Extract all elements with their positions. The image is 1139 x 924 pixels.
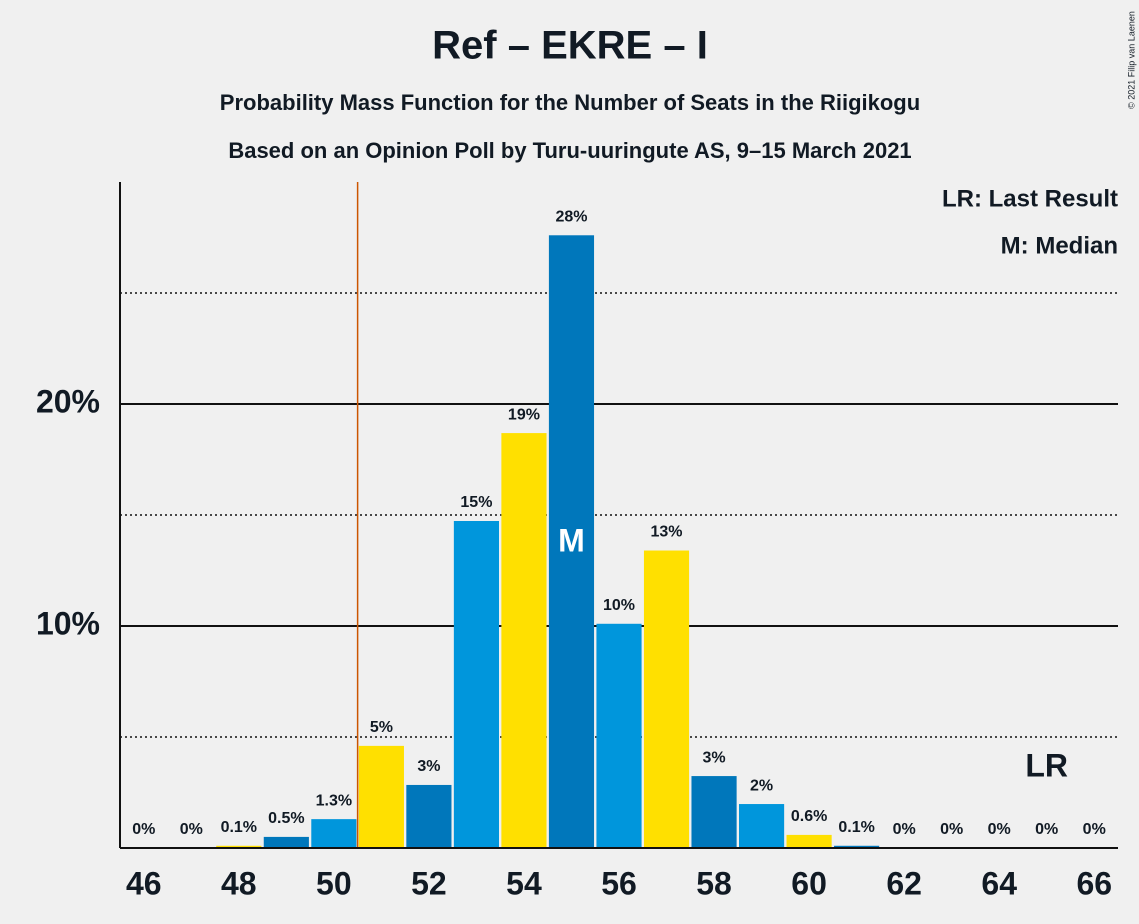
x-tick-label: 58 <box>696 865 732 901</box>
bar <box>738 804 785 848</box>
bar <box>786 834 832 848</box>
value-label: 1.3% <box>316 792 352 809</box>
value-label: 0.1% <box>221 819 257 836</box>
x-tick-label: 56 <box>601 865 637 901</box>
value-label: 28% <box>555 208 587 225</box>
legend-entry: LR: Last Result <box>942 185 1118 212</box>
value-label: 3% <box>702 749 725 766</box>
bar <box>263 836 309 848</box>
bar <box>406 784 452 848</box>
bar <box>311 819 357 848</box>
value-label: 15% <box>460 494 492 511</box>
x-tick-label: 62 <box>886 865 922 901</box>
bar <box>216 845 262 848</box>
x-tick-label: 60 <box>791 865 827 901</box>
value-label: 5% <box>370 719 393 736</box>
value-label: 0.6% <box>791 808 827 825</box>
bar <box>358 745 404 848</box>
bar <box>691 776 737 848</box>
value-label: 0% <box>1035 821 1058 838</box>
value-label: 3% <box>417 758 440 775</box>
last-result-marker: LR <box>1025 747 1068 783</box>
value-label: 0% <box>180 821 203 838</box>
x-tick-label: 46 <box>126 865 162 901</box>
x-tick-label: 64 <box>981 865 1017 901</box>
x-tick-label: 52 <box>411 865 447 901</box>
bar <box>643 550 690 848</box>
x-tick-label: 50 <box>316 865 352 901</box>
chart-subtitle: Based on an Opinion Poll by Turu-uuringu… <box>228 138 911 163</box>
bar <box>453 520 500 848</box>
median-marker: M <box>558 523 585 559</box>
chart-subtitle: Probability Mass Function for the Number… <box>220 90 920 115</box>
value-label: 0% <box>1083 821 1106 838</box>
y-tick-label: 10% <box>36 605 100 641</box>
value-label: 0.5% <box>268 810 304 827</box>
x-tick-label: 48 <box>221 865 257 901</box>
x-tick-label: 54 <box>506 865 542 901</box>
value-label: 0% <box>893 821 916 838</box>
bar <box>501 433 547 848</box>
value-label: 0% <box>988 821 1011 838</box>
value-label: 19% <box>508 406 540 423</box>
bar <box>834 845 880 848</box>
value-label: 13% <box>651 524 683 541</box>
bar <box>596 623 642 848</box>
y-tick-label: 20% <box>36 383 100 419</box>
value-label: 0% <box>940 821 963 838</box>
legend-entry: M: Median <box>1001 232 1118 259</box>
x-tick-label: 66 <box>1076 865 1112 901</box>
value-label: 0.1% <box>838 819 874 836</box>
chart-title: Ref – EKRE – I <box>432 24 708 68</box>
bar <box>548 235 595 848</box>
copyright: © 2021 Filip van Laenen <box>1126 11 1136 109</box>
value-label: 2% <box>750 777 773 794</box>
value-label: 10% <box>603 597 635 614</box>
value-label: 0% <box>132 821 155 838</box>
